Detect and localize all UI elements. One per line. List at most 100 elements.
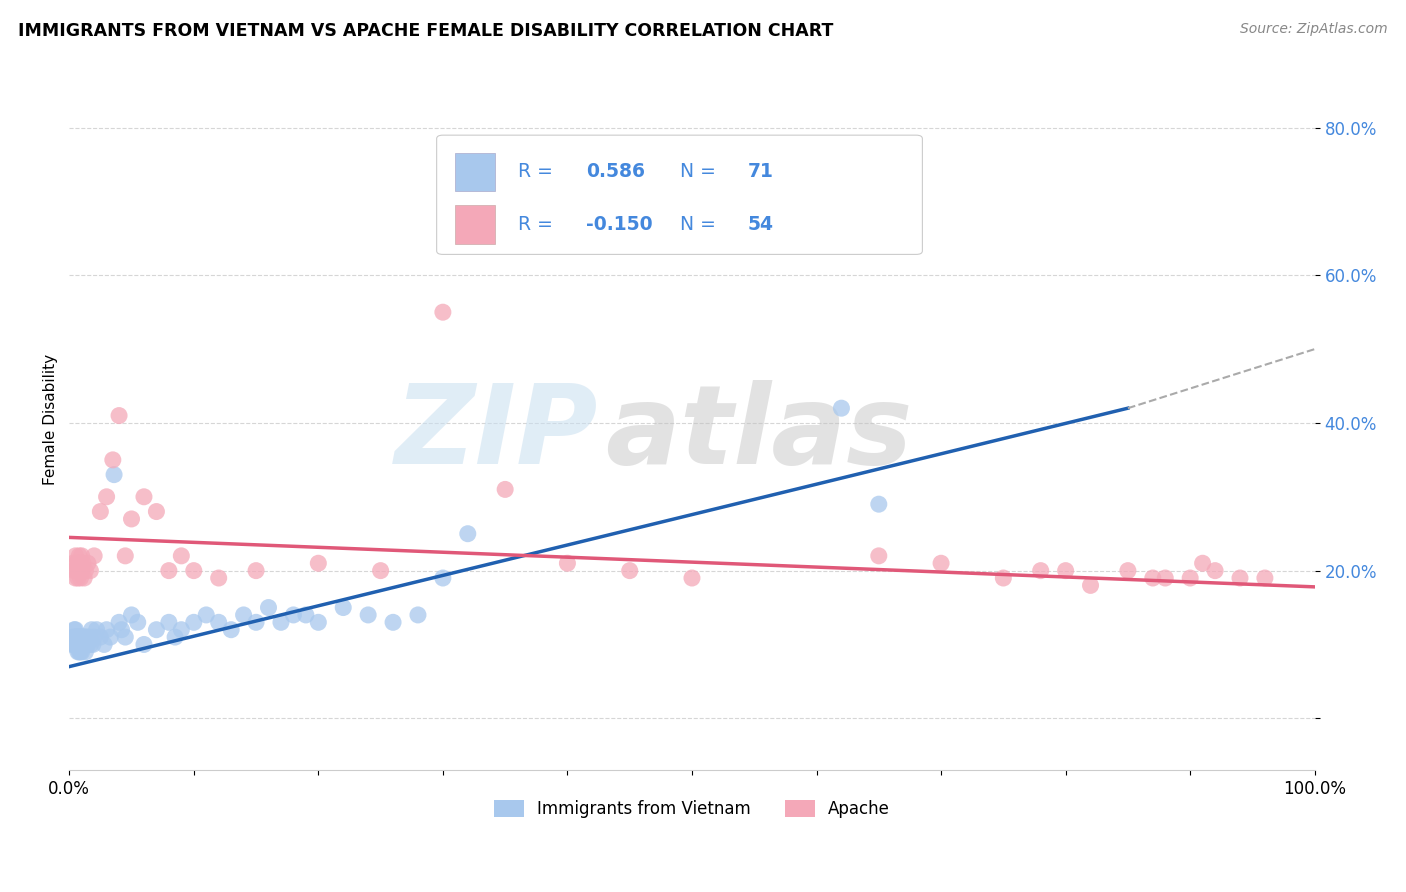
- Point: [110, 623, 132, 637]
- Point: [73, 630, 96, 644]
- Point: [67, 645, 90, 659]
- Point: [72, 630, 94, 644]
- Point: [67, 630, 90, 644]
- Point: [69, 638, 91, 652]
- Point: [370, 564, 392, 578]
- Text: N =: N =: [679, 162, 721, 181]
- Point: [70, 645, 93, 659]
- Bar: [456, 153, 495, 191]
- Point: [283, 607, 305, 622]
- Point: [842, 231, 865, 245]
- Point: [108, 409, 131, 423]
- Point: [60, 638, 83, 652]
- Point: [183, 615, 205, 630]
- Point: [63, 564, 86, 578]
- Point: [432, 571, 454, 585]
- Point: [80, 623, 103, 637]
- Point: [66, 645, 89, 659]
- Point: [232, 607, 254, 622]
- Point: [62, 630, 84, 644]
- Text: ZIP: ZIP: [395, 380, 599, 487]
- Text: R =: R =: [517, 215, 558, 234]
- Point: [929, 556, 952, 570]
- Point: [62, 556, 84, 570]
- Point: [114, 630, 136, 644]
- Point: [121, 512, 143, 526]
- Point: [114, 549, 136, 563]
- Point: [1080, 578, 1102, 592]
- Point: [1229, 571, 1251, 585]
- Point: [77, 556, 100, 570]
- Point: [295, 607, 318, 622]
- Text: 71: 71: [748, 162, 773, 181]
- Point: [132, 638, 155, 652]
- Bar: [456, 205, 495, 244]
- Point: [1054, 564, 1077, 578]
- Point: [406, 607, 429, 622]
- Text: 54: 54: [748, 215, 775, 234]
- Point: [89, 630, 111, 644]
- Point: [1116, 564, 1139, 578]
- Point: [157, 615, 180, 630]
- Point: [183, 564, 205, 578]
- Text: R =: R =: [517, 162, 558, 181]
- Point: [70, 638, 93, 652]
- Point: [1142, 571, 1164, 585]
- Point: [307, 615, 329, 630]
- Point: [65, 549, 87, 563]
- Point: [75, 630, 97, 644]
- Point: [72, 556, 94, 570]
- Point: [79, 564, 101, 578]
- Point: [208, 615, 231, 630]
- Point: [1191, 556, 1213, 570]
- Point: [681, 571, 703, 585]
- Point: [73, 571, 96, 585]
- Point: [145, 504, 167, 518]
- Point: [65, 623, 87, 637]
- Point: [98, 630, 121, 644]
- Point: [72, 638, 94, 652]
- Point: [70, 630, 93, 644]
- Point: [69, 645, 91, 659]
- Point: [382, 615, 405, 630]
- Point: [830, 401, 852, 416]
- Point: [208, 571, 231, 585]
- Point: [70, 564, 93, 578]
- Text: -0.150: -0.150: [586, 215, 652, 234]
- Point: [66, 630, 89, 644]
- Point: [75, 645, 97, 659]
- Point: [868, 497, 890, 511]
- Point: [195, 607, 218, 622]
- Text: 0.586: 0.586: [586, 162, 645, 181]
- Point: [66, 638, 89, 652]
- Point: [66, 571, 89, 585]
- Legend: Immigrants from Vietnam, Apache: Immigrants from Vietnam, Apache: [488, 793, 897, 825]
- Point: [67, 549, 90, 563]
- Point: [67, 638, 90, 652]
- Text: N =: N =: [679, 215, 721, 234]
- Point: [245, 615, 267, 630]
- Point: [121, 607, 143, 622]
- Point: [83, 549, 105, 563]
- Point: [65, 571, 87, 585]
- Text: Source: ZipAtlas.com: Source: ZipAtlas.com: [1240, 22, 1388, 37]
- Point: [245, 564, 267, 578]
- Point: [69, 556, 91, 570]
- Point: [557, 556, 579, 570]
- Point: [83, 630, 105, 644]
- Point: [127, 615, 149, 630]
- Point: [1178, 571, 1201, 585]
- Point: [63, 638, 86, 652]
- Point: [1154, 571, 1177, 585]
- Point: [93, 638, 115, 652]
- Text: IMMIGRANTS FROM VIETNAM VS APACHE FEMALE DISABILITY CORRELATION CHART: IMMIGRANTS FROM VIETNAM VS APACHE FEMALE…: [18, 22, 834, 40]
- Point: [70, 549, 93, 563]
- Point: [96, 623, 118, 637]
- Point: [66, 556, 89, 570]
- Point: [73, 638, 96, 652]
- Point: [65, 638, 87, 652]
- Point: [77, 630, 100, 644]
- Point: [619, 564, 641, 578]
- Point: [96, 490, 118, 504]
- Point: [307, 556, 329, 570]
